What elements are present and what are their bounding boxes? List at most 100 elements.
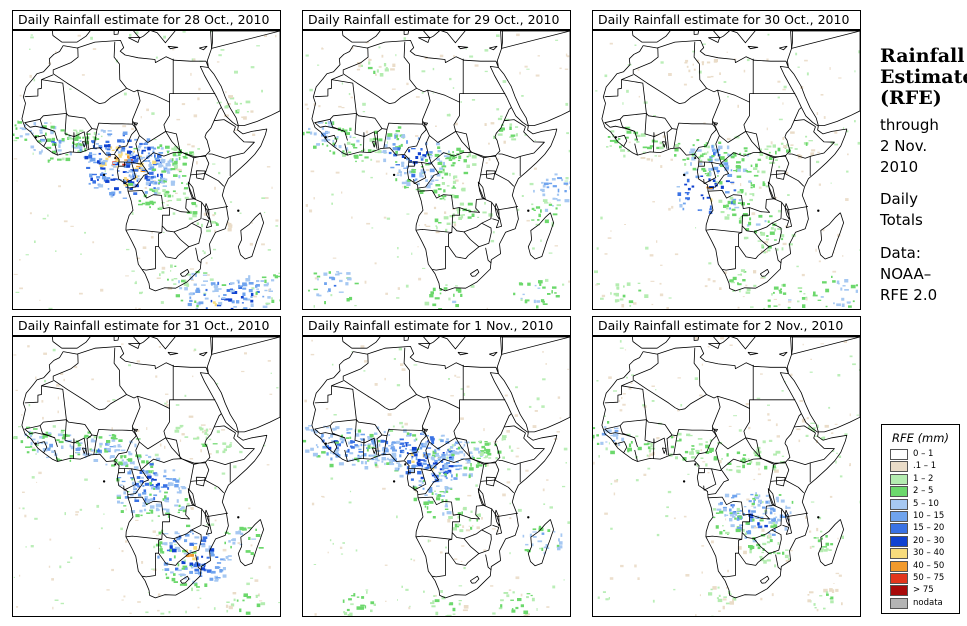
rain-cell — [841, 535, 844, 539]
rain-speck — [399, 421, 403, 425]
rain-cell — [465, 458, 470, 462]
rain-cell — [684, 192, 690, 194]
rain-speck — [165, 404, 169, 407]
rain-cell — [51, 140, 55, 143]
rain-speck — [668, 207, 671, 211]
rain-speck — [13, 354, 17, 356]
rain-speck — [55, 250, 57, 252]
rain-cell — [453, 175, 455, 180]
rain-speck — [604, 74, 608, 78]
rain-cell — [222, 442, 227, 445]
rain-cell — [765, 494, 769, 497]
rain-cell — [526, 549, 531, 553]
rain-speck — [268, 565, 271, 569]
rain-cell — [691, 150, 695, 154]
rain-speck — [835, 572, 840, 575]
rain-cell — [193, 546, 198, 550]
country-border — [363, 132, 365, 153]
rain-cell — [605, 441, 608, 443]
rain-speck — [261, 197, 266, 199]
rain-cell — [696, 463, 699, 467]
rain-speck — [501, 437, 504, 441]
rain-speck — [154, 453, 159, 457]
country-border — [498, 432, 545, 465]
rain-cell — [92, 153, 97, 156]
rain-cell — [429, 487, 433, 491]
rain-cell — [111, 439, 116, 442]
source-name: NOAA– — [880, 265, 932, 283]
rain-cell — [361, 596, 365, 599]
rain-cell — [463, 506, 467, 511]
rain-speck — [549, 506, 553, 509]
rain-cell — [239, 526, 244, 531]
rain-cell — [718, 459, 722, 464]
rain-cell — [718, 610, 721, 612]
rain-cell — [552, 205, 554, 207]
panel-title: Daily Rainfall estimate for 28 Oct., 201… — [12, 10, 281, 30]
rain-cell — [140, 514, 143, 517]
rain-speck — [169, 158, 172, 161]
rain-cell — [192, 532, 194, 535]
rain-speck — [423, 590, 425, 593]
rain-cell — [648, 455, 651, 458]
country-border — [172, 364, 216, 401]
rain-speck — [506, 481, 511, 484]
rain-speck — [829, 495, 833, 498]
rain-speck — [98, 547, 100, 550]
rain-speck — [842, 255, 844, 257]
rain-cell — [188, 292, 194, 296]
rain-speck — [610, 483, 613, 485]
rain-cell — [123, 177, 127, 181]
rain-cell — [49, 443, 53, 448]
rain-cell — [688, 434, 693, 437]
rain-cell — [392, 147, 398, 151]
country-border — [314, 118, 331, 128]
rain-cell — [762, 183, 766, 187]
rainfall-map-panel-2-nov: Daily Rainfall estimate for 2 Nov., 2010 — [592, 316, 861, 617]
rain-speck — [773, 298, 777, 300]
country-border — [158, 538, 190, 566]
rain-cell — [204, 431, 208, 435]
rain-cell — [413, 170, 416, 174]
rain-cell — [153, 497, 156, 501]
rain-cell — [316, 293, 320, 297]
rain-cell — [685, 59, 689, 62]
rain-cell — [265, 302, 271, 305]
rain-speck — [92, 136, 96, 138]
rain-cell — [715, 158, 720, 162]
rain-cell — [394, 135, 398, 138]
rain-cell — [227, 227, 232, 232]
rain-speck — [566, 132, 569, 135]
rain-cell — [357, 429, 362, 433]
rain-cell — [316, 143, 320, 146]
rain-speck — [351, 216, 353, 219]
rain-cell — [737, 527, 742, 531]
country-border — [193, 505, 229, 518]
rain-cell — [273, 274, 276, 277]
rain-speck — [725, 206, 729, 210]
country-border — [768, 529, 782, 554]
rain-cell — [214, 288, 219, 292]
island-coastline — [489, 351, 498, 357]
rain-speck — [703, 122, 706, 124]
island-dot — [237, 209, 240, 212]
rain-cell — [264, 289, 268, 292]
rain-speck — [619, 347, 624, 349]
rain-cell — [659, 146, 664, 150]
rain-cell — [165, 512, 171, 515]
rain-speck — [446, 456, 449, 460]
legend-swatch — [890, 573, 908, 584]
rain-speck — [668, 297, 672, 299]
rain-cell — [436, 495, 439, 497]
rain-cell — [742, 213, 748, 217]
rain-speck — [309, 209, 313, 213]
rain-cell — [537, 219, 540, 221]
rain-cell — [167, 514, 170, 518]
rain-cell — [149, 206, 151, 209]
rain-cell — [163, 166, 168, 168]
rain-speck — [259, 600, 263, 602]
rain-cell — [399, 474, 404, 478]
rain-cell — [181, 506, 185, 509]
rain-speck — [350, 603, 354, 606]
title-line: Estimate — [880, 66, 967, 88]
